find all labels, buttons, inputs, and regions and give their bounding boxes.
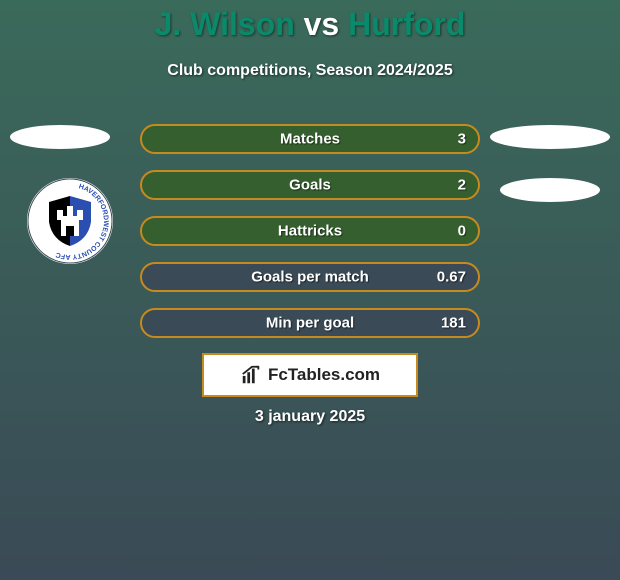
chart-icon: [240, 364, 262, 386]
subtitle: Club competitions, Season 2024/2025: [0, 62, 620, 80]
brand-box[interactable]: FcTables.com: [202, 353, 418, 397]
stat-row: Matches 3: [140, 124, 480, 154]
stat-row: Hattricks 0: [140, 216, 480, 246]
stat-label: Goals per match: [251, 269, 369, 286]
comparison-card: J. Wilson vs Hurford Club competitions, …: [0, 0, 620, 580]
stat-value-right: 0.67: [437, 269, 466, 286]
stat-row: Min per goal 181: [140, 308, 480, 338]
brand-text: FcTables.com: [268, 365, 380, 385]
stat-label: Matches: [280, 131, 340, 148]
stat-row: Goals per match 0.67: [140, 262, 480, 292]
right-ellipse-2: [500, 178, 600, 202]
date-text: 3 january 2025: [0, 408, 620, 426]
stat-value-right: 2: [458, 177, 466, 194]
stat-label: Hattricks: [278, 223, 342, 240]
title-player2: Hurford: [348, 6, 465, 42]
stat-value-right: 181: [441, 315, 466, 332]
right-ellipse-1: [490, 125, 610, 149]
stat-value-right: 3: [458, 131, 466, 148]
stat-row: Goals 2: [140, 170, 480, 200]
club-badge-svg: HAVERFORDWEST COUNTY AFC: [27, 178, 113, 264]
stat-label: Goals: [289, 177, 331, 194]
stat-value-right: 0: [458, 223, 466, 240]
club-badge: HAVERFORDWEST COUNTY AFC: [27, 178, 113, 264]
left-ellipse: [10, 125, 110, 149]
page-title: J. Wilson vs Hurford: [0, 6, 620, 43]
title-player1: J. Wilson: [155, 6, 295, 42]
stat-label: Min per goal: [266, 315, 354, 332]
title-vs: vs: [304, 6, 340, 42]
